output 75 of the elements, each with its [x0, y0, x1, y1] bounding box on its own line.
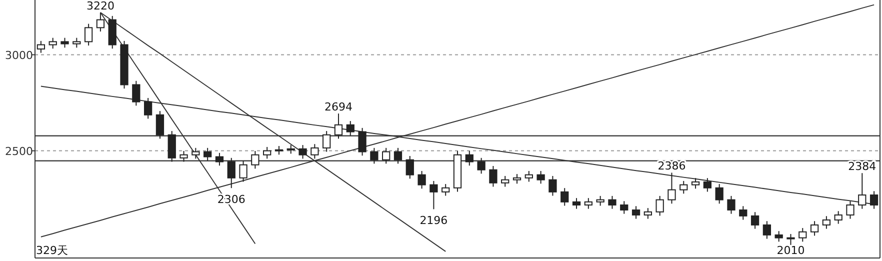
candlestick [739, 206, 748, 220]
candlestick [822, 216, 831, 230]
candlestick [36, 40, 46, 54]
candlestick [132, 80, 140, 106]
candlestick [870, 190, 878, 210]
candlestick [477, 157, 486, 174]
candlestick [251, 150, 260, 170]
candlestick [310, 144, 319, 160]
candlestick [715, 184, 724, 204]
annotation: 3220 [86, 0, 114, 12]
candlestick [774, 230, 783, 242]
candlestick [762, 220, 772, 240]
candlestick [334, 113, 343, 140]
candlestick [298, 144, 307, 160]
candlestick [548, 175, 557, 196]
candlestick [192, 147, 200, 160]
candlestick [84, 23, 93, 46]
candlestick [215, 152, 224, 166]
candlestick [370, 147, 378, 164]
candlestick [572, 198, 581, 210]
candlestick [596, 195, 604, 206]
candlestick [418, 170, 426, 190]
candlestick [406, 155, 414, 180]
y-tick-label: 2500 [5, 144, 33, 158]
candlestick [858, 172, 866, 210]
candlestick [632, 206, 640, 220]
candlestick [204, 147, 212, 162]
y-tick-label: 3000 [5, 48, 33, 62]
candlestick [442, 184, 450, 196]
candlestick [846, 200, 854, 220]
candlestick [834, 210, 842, 224]
candlestick [810, 220, 819, 236]
candlestick [263, 146, 272, 160]
candlestick [798, 228, 807, 242]
candlestick [584, 198, 592, 210]
candlestick [239, 160, 248, 182]
candlestick [703, 178, 712, 192]
annotation: 2196 [420, 214, 448, 228]
annotation: 2386 [658, 160, 686, 173]
candlestick [489, 165, 498, 188]
candlestick [144, 97, 152, 120]
candlestick [394, 147, 402, 164]
candlestick [668, 172, 676, 204]
annotation: 2694 [324, 100, 352, 114]
candlestick [750, 212, 760, 230]
candlestick [430, 180, 438, 210]
candlestick [96, 12, 105, 32]
candlestick [382, 147, 390, 164]
candlestick [608, 195, 616, 210]
annotation: 2384 [848, 160, 876, 174]
candlestick [691, 178, 700, 190]
candlestick [358, 127, 366, 156]
candlestick [346, 120, 354, 136]
candlestick [180, 150, 188, 162]
candlestick [512, 174, 522, 184]
candlestick [60, 37, 69, 48]
candlestick [48, 37, 57, 50]
candlestick [786, 233, 795, 246]
candlestick [680, 180, 688, 194]
candlestick [656, 195, 664, 216]
annotation: 2010 [776, 244, 805, 257]
candlestick [644, 208, 652, 220]
candlestick [322, 130, 331, 152]
candlestick [536, 170, 545, 184]
candlestick [72, 37, 81, 48]
candlestick [560, 188, 569, 206]
candlestick [620, 200, 628, 214]
candlestick [168, 130, 176, 162]
candlestick [501, 175, 510, 188]
candlestick [727, 195, 736, 214]
candlestick [524, 170, 533, 182]
annotation: 329天 [36, 244, 68, 257]
candlestick [465, 150, 474, 166]
candlestick [156, 110, 164, 140]
candlestick [227, 157, 236, 189]
